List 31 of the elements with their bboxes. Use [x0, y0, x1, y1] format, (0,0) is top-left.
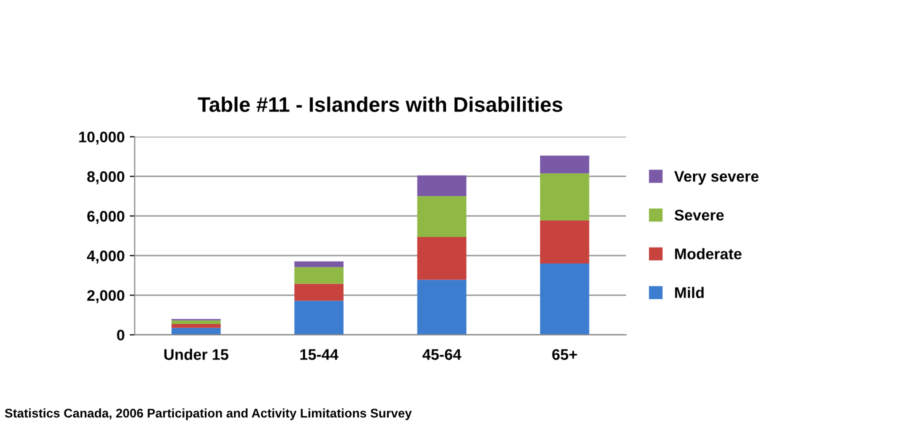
bar: [417, 175, 466, 196]
legend-label: Severe: [674, 210, 724, 221]
y-tick-label: 0: [117, 330, 124, 341]
bar: [294, 261, 344, 268]
text: Statistics Canada, 2006 Participation and Activity Limitations Survey: [4, 408, 412, 420]
bar: [540, 220, 590, 264]
y-tick-label: 6,000: [87, 210, 124, 224]
bar: [417, 280, 466, 335]
bar: [172, 328, 221, 335]
legend-label: Very severe: [674, 171, 759, 185]
bar: [417, 236, 466, 280]
bar: [294, 284, 344, 301]
x-tick-label: 45-64: [422, 349, 462, 360]
bar: [540, 173, 590, 221]
x-tick-label: Under 15: [164, 348, 228, 360]
x-tick-label: 65+: [552, 349, 577, 360]
y-tick-label: 2,000: [87, 290, 124, 304]
bar: [172, 324, 221, 328]
bar: [172, 320, 221, 324]
bar: [294, 267, 344, 284]
chart-title: Table #11 - Islanders with Disabilities: [198, 96, 562, 112]
y-tick-label: 10,000: [79, 132, 124, 145]
bar: [540, 156, 590, 174]
bar: [417, 196, 466, 237]
legend-label: Moderate: [675, 248, 742, 260]
y-tick-label: 8,000: [87, 171, 124, 184]
x-tick-label: 15-44: [300, 349, 338, 360]
y-tick-label: 4,000: [86, 250, 124, 264]
bar: [540, 264, 590, 335]
bar: [294, 300, 344, 335]
legend-label: Mild: [675, 286, 704, 298]
